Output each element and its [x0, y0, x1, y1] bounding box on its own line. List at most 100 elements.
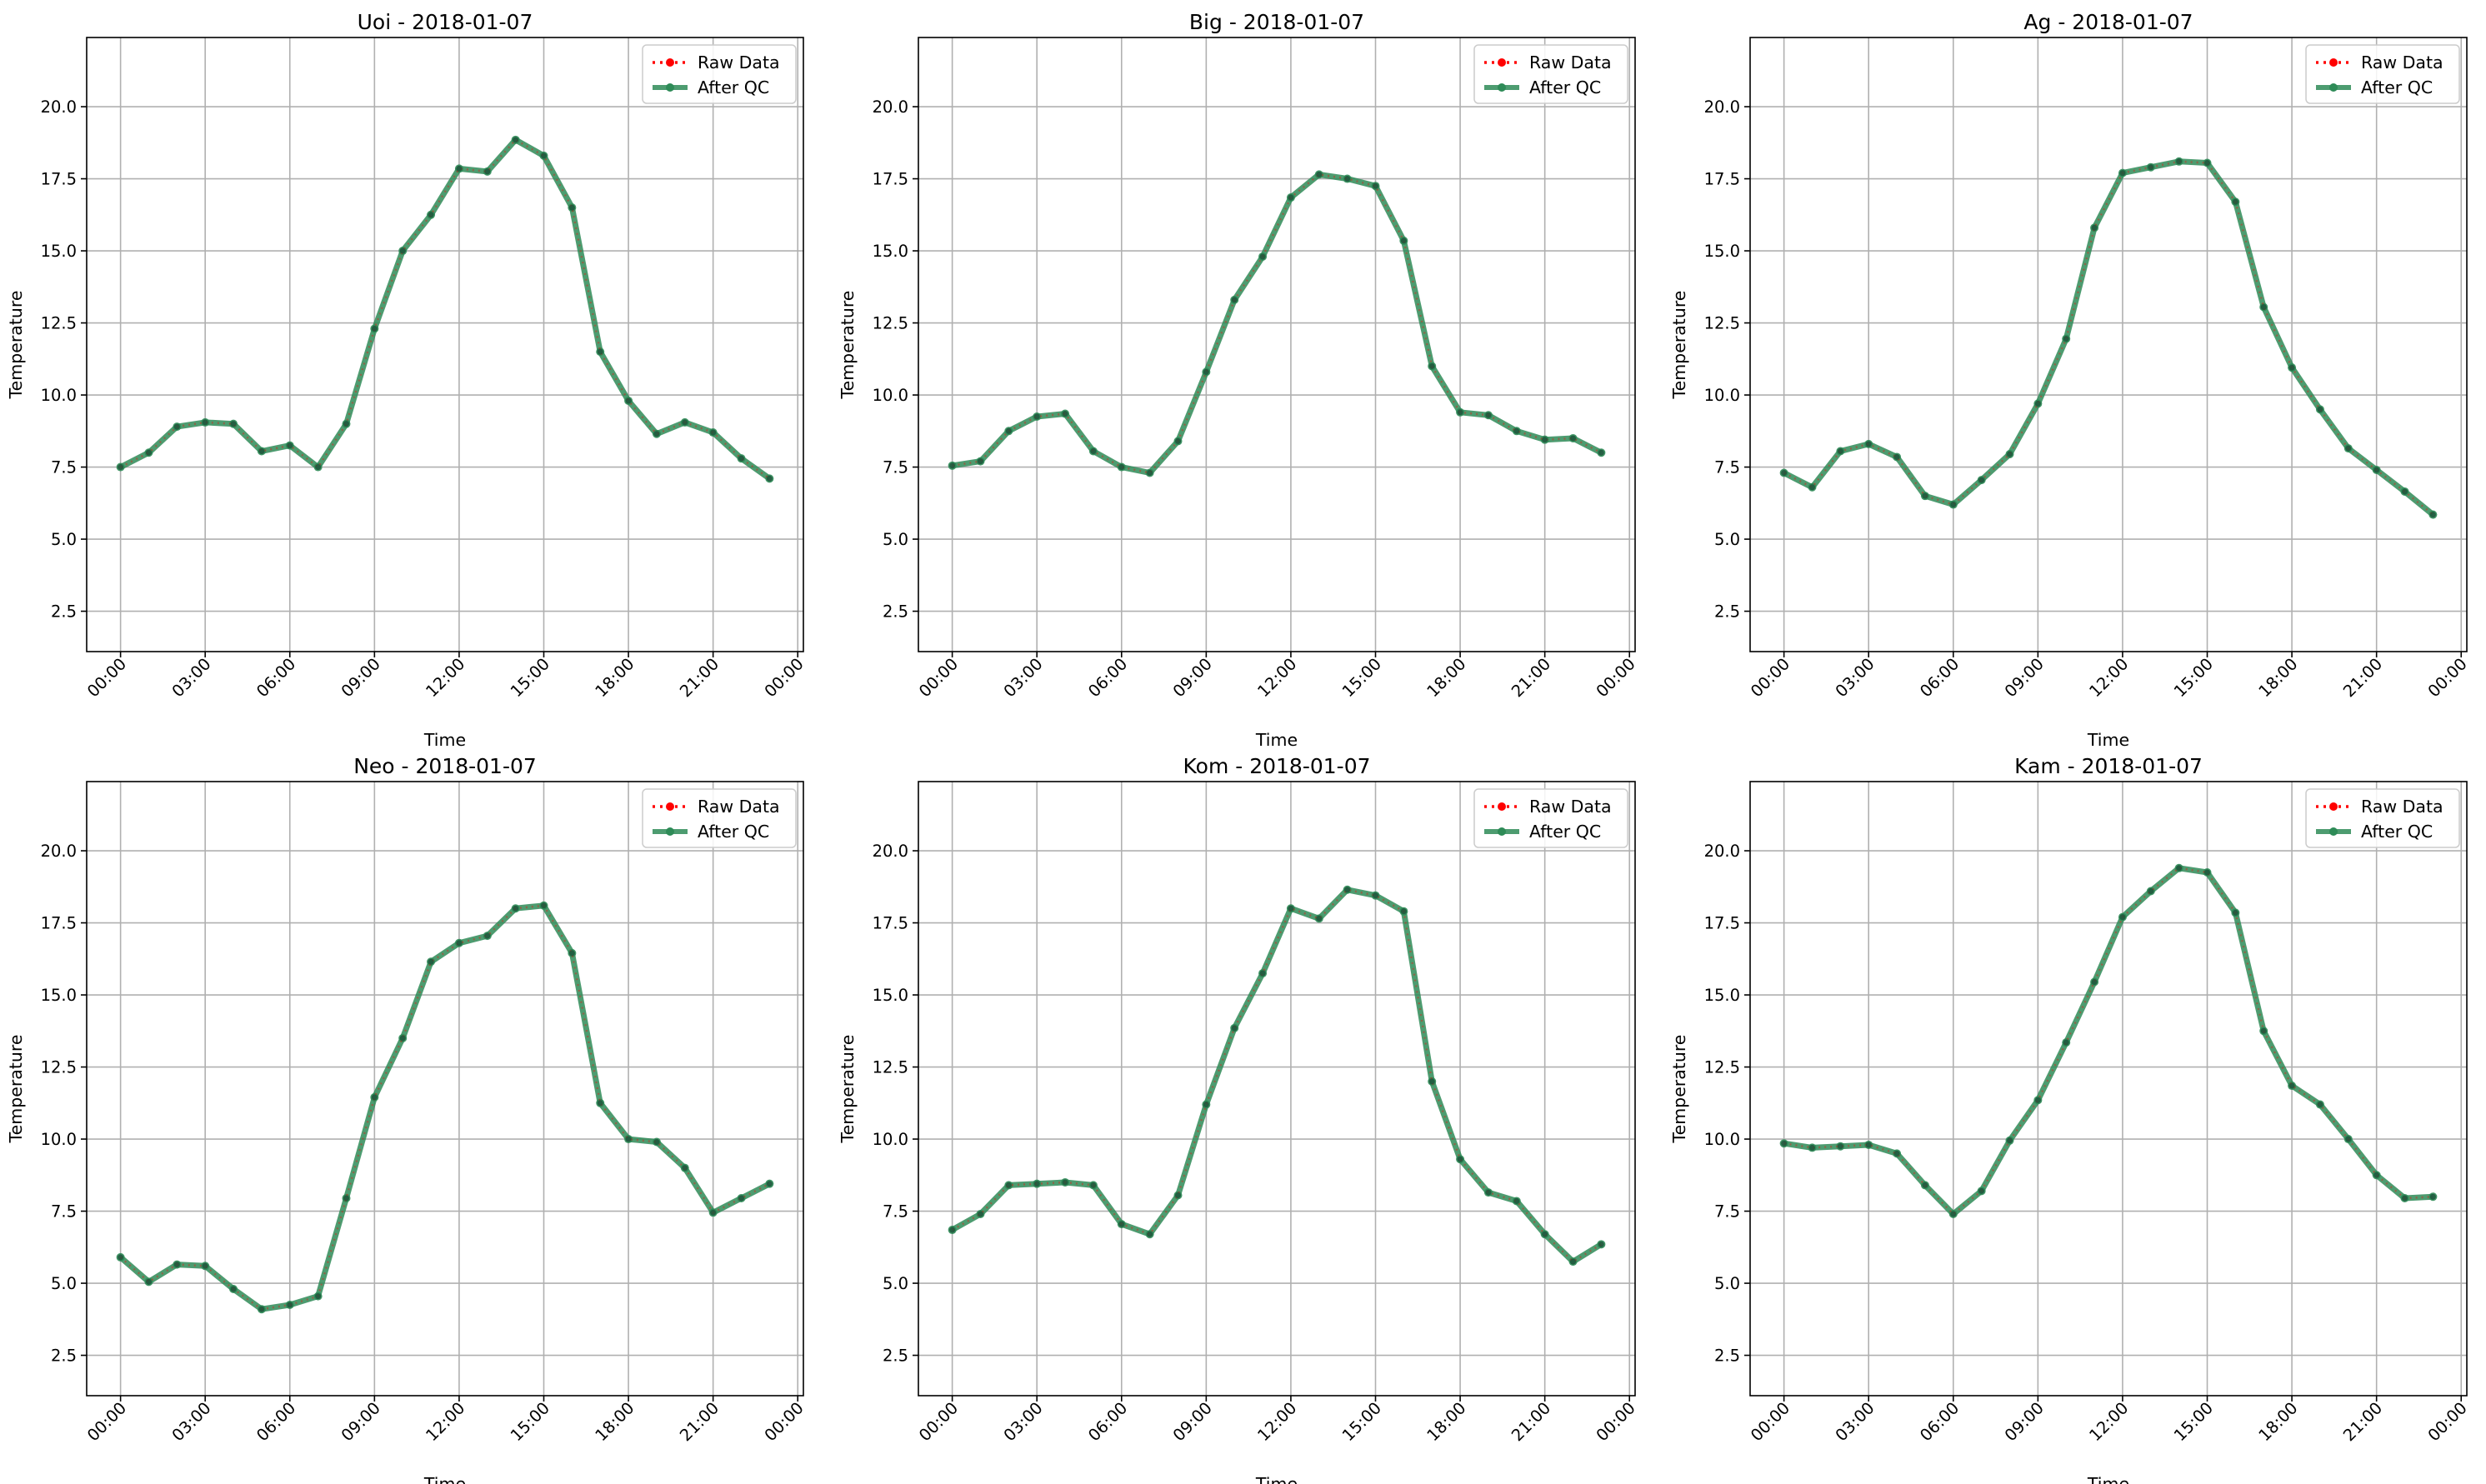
y-tick-label: 10.0: [873, 386, 908, 405]
point-raw-data: [2232, 909, 2238, 916]
point-raw-data: [710, 429, 717, 436]
point-raw-data: [2288, 364, 2295, 371]
y-tick-label: 15.0: [41, 242, 77, 261]
point-raw-data: [1147, 1231, 1153, 1237]
x-tick-label: 00:00: [1747, 654, 1793, 701]
y-tick-label: 12.5: [1704, 314, 1740, 333]
x-tick-label: 09:00: [2001, 654, 2048, 701]
point-raw-data: [2317, 406, 2323, 412]
axes-frame: [1749, 781, 2468, 1397]
x-tick-label: 00:00: [1747, 1398, 1793, 1445]
point-raw-data: [1837, 1143, 1843, 1150]
point-raw-data: [625, 1136, 632, 1142]
subplot-4: 2.5 5.0 7.5 10.0 12.5 15.0 17.5 20.0 00:00 03:00 0…: [6, 754, 808, 1484]
point-raw-data: [766, 475, 773, 482]
y-tick-label: 12.5: [41, 314, 77, 333]
point-raw-data: [2429, 512, 2436, 518]
point-raw-data: [287, 1302, 293, 1308]
point-raw-data: [766, 1181, 773, 1187]
point-raw-data: [484, 932, 491, 939]
point-raw-data: [1950, 1211, 1957, 1217]
x-tick-label: 18:00: [2255, 1398, 2302, 1445]
point-raw-data: [2260, 304, 2267, 311]
x-tick-label: 09:00: [338, 654, 384, 701]
point-raw-data: [949, 462, 956, 469]
y-tick-label: 2.5: [51, 1347, 77, 1366]
x-tick-label: 15:00: [1338, 1398, 1385, 1445]
legend-qc-marker: [1498, 827, 1506, 836]
point-raw-data: [1865, 1142, 1872, 1148]
y-tick-label: 15.0: [41, 986, 77, 1005]
y-tick-label: 5.0: [883, 1274, 908, 1293]
x-tick-label: 21:00: [2339, 654, 2386, 701]
y-tick-label: 17.5: [873, 170, 908, 189]
x-tick-label: 00:00: [761, 1398, 808, 1445]
point-raw-data: [2176, 158, 2183, 165]
point-raw-data: [484, 168, 491, 175]
point-raw-data: [2034, 400, 2041, 407]
point-raw-data: [2119, 170, 2126, 177]
subplot-3: 2.5 5.0 7.5 10.0 12.5 15.0 17.5 20.0 00:00 03:00 0…: [1669, 10, 2471, 750]
legend-qc-label: After QC: [698, 77, 769, 97]
y-tick-label: 12.5: [873, 314, 908, 333]
y-tick-label: 5.0: [1714, 1274, 1740, 1293]
x-tick-label: 12:00: [422, 654, 468, 701]
point-raw-data: [1457, 409, 1463, 416]
point-raw-data: [173, 423, 180, 430]
point-raw-data: [653, 431, 660, 437]
axes-frame: [86, 37, 804, 652]
point-raw-data: [2317, 1102, 2323, 1108]
point-raw-data: [2063, 336, 2069, 342]
series-line-raw-data: [951, 888, 1603, 1263]
point-raw-data: [1978, 477, 1985, 483]
x-tick-label: 03:00: [168, 1398, 215, 1445]
legend-qc-marker: [2329, 83, 2338, 92]
point-raw-data: [2034, 1097, 2041, 1103]
y-axis-label: Temperature: [838, 1035, 858, 1144]
x-tick-label: 09:00: [1169, 654, 1216, 701]
point-raw-data: [1781, 469, 1788, 476]
x-tick-label: 06:00: [253, 654, 299, 701]
y-tick-label: 15.0: [873, 986, 908, 1005]
y-tick-label: 2.5: [1714, 602, 1740, 622]
y-tick-label: 10.0: [1704, 1130, 1740, 1149]
point-raw-data: [1090, 1182, 1097, 1188]
point-raw-data: [1373, 182, 1379, 189]
point-raw-data: [1950, 502, 1957, 508]
point-raw-data: [1978, 1187, 1985, 1194]
legend-qc-label: After QC: [698, 822, 769, 842]
y-tick-label: 5.0: [51, 530, 77, 549]
y-axis-label: Temperature: [838, 291, 858, 400]
x-tick-label: 12:00: [2085, 1398, 2132, 1445]
point-raw-data: [230, 1286, 237, 1292]
legend: Raw Data After QC: [1473, 788, 1628, 848]
plot-area: [918, 782, 1635, 1396]
x-tick-label: 09:00: [338, 1398, 384, 1445]
point-raw-data: [1400, 908, 1407, 915]
legend: Raw Data After QC: [642, 44, 797, 104]
plot-area: [918, 37, 1635, 652]
legend-raw-label: Raw Data: [698, 797, 780, 817]
point-raw-data: [2148, 887, 2154, 894]
point-raw-data: [1203, 368, 1209, 375]
point-raw-data: [977, 458, 983, 465]
point-raw-data: [1485, 412, 1492, 418]
x-tick-label: 00:00: [761, 654, 808, 701]
legend: Raw Data After QC: [1473, 44, 1628, 104]
axes-frame: [918, 37, 1636, 652]
y-tick-label: 17.5: [41, 914, 77, 933]
point-raw-data: [1033, 413, 1040, 420]
x-tick-label: 12:00: [1253, 654, 1300, 701]
point-raw-data: [1922, 492, 1928, 499]
legend-qc-label: After QC: [2361, 822, 2433, 842]
point-raw-data: [1231, 1025, 1238, 1032]
legend-qc-marker: [666, 83, 674, 92]
point-raw-data: [1005, 427, 1012, 434]
series-line-raw-data: [120, 138, 771, 480]
x-tick-label: 00:00: [83, 654, 130, 701]
y-tick-label: 10.0: [41, 1130, 77, 1149]
y-tick-label: 7.5: [883, 458, 908, 477]
legend-raw-marker: [666, 58, 674, 67]
y-tick-label: 2.5: [883, 1347, 908, 1366]
point-raw-data: [202, 1262, 208, 1269]
